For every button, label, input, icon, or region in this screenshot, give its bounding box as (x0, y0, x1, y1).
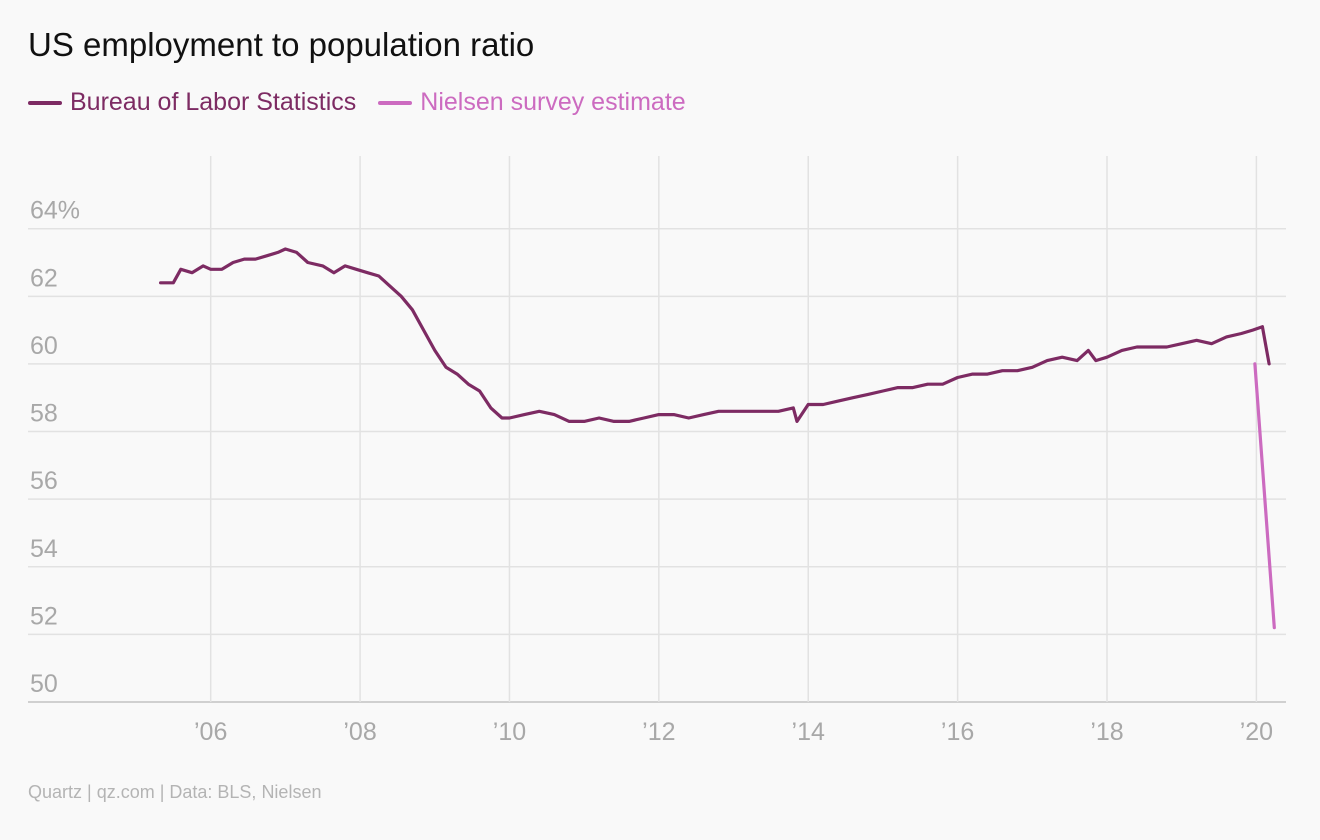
y-gridlines (28, 227, 1286, 703)
x-tick-label: ’06 (194, 718, 227, 746)
series-lines (159, 247, 1276, 630)
x-gridlines (209, 156, 1258, 702)
legend-item-nielsen: Nielsen survey estimate (378, 88, 686, 117)
y-tick-label: 54 (30, 535, 58, 563)
legend-label-bls: Bureau of Labor Statistics (70, 88, 357, 116)
legend-swatch-bls (28, 100, 62, 105)
y-axis-tick-labels: 64% 62 60 58 56 54 52 50 (30, 197, 80, 698)
x-tick-label: ’16 (941, 718, 974, 746)
y-tick-label: 58 (30, 400, 58, 428)
x-tick-label: ’18 (1090, 718, 1123, 746)
x-tick-label: ’12 (642, 718, 675, 746)
x-axis-tick-labels: ’06 ’08 ’10 ’12 ’14 ’16 ’18 ’20 (194, 718, 1273, 746)
y-tick-label: 52 (30, 602, 58, 630)
y-tick-label: 50 (30, 670, 58, 698)
legend-swatch-nielsen (378, 100, 413, 105)
x-tick-label: ’20 (1240, 718, 1273, 746)
series-line-bls (159, 247, 1271, 423)
x-tick-label: ’10 (493, 718, 526, 746)
y-tick-label: 60 (30, 332, 58, 360)
y-tick-label: 56 (30, 467, 58, 495)
series-line-nielsen (1253, 362, 1276, 630)
legend-item-bls: Bureau of Labor Statistics (28, 88, 356, 117)
y-tick-label: 64% (30, 197, 80, 225)
legend-label-nielsen: Nielsen survey estimate (420, 88, 686, 116)
source-credit: Quartz | qz.com | Data: BLS, Nielsen (28, 782, 322, 802)
x-tick-label: ’14 (792, 718, 825, 746)
x-tick-label: ’08 (343, 718, 376, 746)
chart-title: US employment to population ratio (28, 26, 535, 63)
y-tick-label: 62 (30, 264, 58, 292)
legend: Bureau of Labor Statistics Nielsen surve… (28, 88, 686, 117)
